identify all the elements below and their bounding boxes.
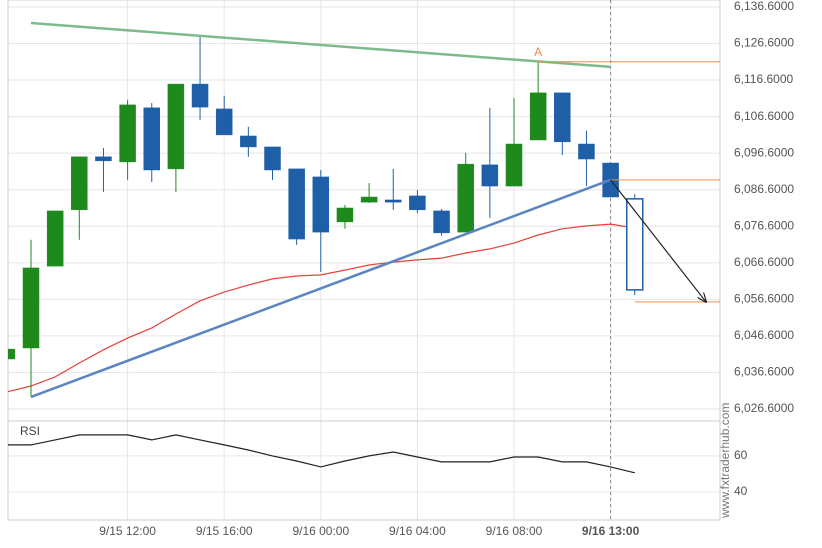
x-tick-label: 9/16 08:00 (486, 524, 543, 538)
candle-body (8, 348, 16, 360)
y-tick-label: 6,056.6000 (734, 292, 794, 306)
moving-average (8, 223, 635, 393)
candle-body (22, 267, 40, 349)
candle-body (578, 143, 595, 160)
plot: A (8, 21, 720, 474)
y-tick-label: 6,116.6000 (734, 72, 793, 86)
x-tick-label: 9/16 00:00 (292, 524, 349, 538)
candle-body (505, 143, 523, 187)
x-tick-label: 9/15 12:00 (99, 524, 156, 538)
candle-body (71, 156, 88, 211)
watermark: www.fxtraderhub.com (718, 403, 732, 519)
rsi-line (8, 434, 635, 474)
candle-body (312, 176, 330, 233)
candle-body (119, 104, 136, 163)
candle-body (191, 83, 209, 108)
candle-body (215, 108, 233, 136)
candle-body (626, 198, 644, 291)
candle-body (433, 210, 450, 234)
y-tick-label: 6,106.6000 (734, 109, 794, 123)
plot-frame (7, 0, 721, 521)
y-tick-label: 6,076.6000 (734, 218, 794, 232)
y-tick-label: 6,096.6000 (734, 145, 794, 159)
y-tick-label: 6,066.6000 (734, 255, 794, 269)
candle-body (46, 210, 64, 267)
x-tick-label: 9/16 13:00 (582, 524, 640, 538)
candle-body (288, 168, 305, 240)
candle-body (143, 107, 160, 171)
candle-body (240, 135, 257, 148)
y-tick-label: 6,026.6000 (734, 401, 794, 415)
candle-body (264, 146, 281, 171)
rsi-tick-label: 60 (734, 448, 748, 462)
forecast-arrow (610, 179, 706, 302)
candle-body (385, 199, 402, 203)
y-tick-label: 6,136.6000 (734, 0, 794, 13)
y-tick-label: 6,036.6000 (734, 365, 794, 379)
trendline (30, 178, 612, 399)
candle-body (554, 92, 571, 143)
candle-body (409, 195, 426, 211)
candle-body (336, 207, 354, 223)
candle-body (457, 163, 474, 233)
candle-body (360, 196, 378, 203)
rsi-title: RSI (20, 424, 40, 438)
candle-body (95, 156, 112, 162)
candle-body (529, 92, 547, 141)
trendline (30, 21, 611, 69)
rsi-tick-label: 40 (734, 484, 748, 498)
y-tick-label: 6,126.6000 (734, 36, 794, 50)
y-tick-label: 6,086.6000 (734, 182, 794, 196)
x-tick-label: 9/16 04:00 (389, 524, 446, 538)
candle-body (481, 164, 499, 187)
candle-body (167, 83, 185, 170)
y-tick-label: 6,046.6000 (734, 328, 794, 342)
x-tick-label: 9/15 16:00 (196, 524, 253, 538)
level-label: A (534, 45, 542, 59)
